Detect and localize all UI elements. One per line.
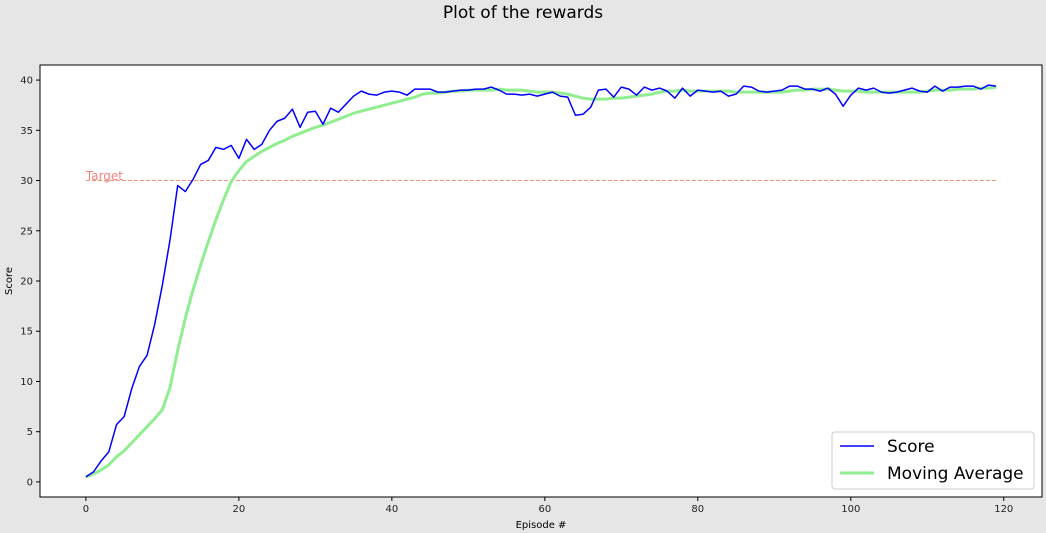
series-group	[85, 84, 997, 479]
y-tick-label: 0	[27, 477, 33, 488]
y-tick-label: 40	[20, 76, 33, 87]
legend-label-score: Score	[887, 437, 935, 457]
y-tick-label: 20	[20, 277, 33, 288]
series-line-score	[85, 84, 997, 478]
y-axis-label: Score	[4, 267, 15, 295]
legend-box	[831, 431, 1035, 490]
x-tick-label: 40	[385, 504, 398, 515]
plot-area	[39, 64, 1043, 498]
legend: Score Moving Average	[831, 431, 1035, 490]
y-tick-label: 15	[20, 327, 33, 338]
y-tick-label: 25	[20, 226, 33, 237]
x-tick-label: 0	[83, 504, 89, 515]
x-axis-ticks: 0 20 40 60 80 100 120	[83, 497, 1013, 515]
y-tick-label: 10	[20, 377, 33, 388]
legend-label-moving-average: Moving Average	[887, 464, 1024, 484]
chart-title: Plot of the rewards	[442, 3, 604, 23]
y-tick-label: 35	[20, 126, 33, 137]
target-reference: Target	[85, 169, 997, 183]
y-tick-label: 30	[20, 176, 33, 187]
x-axis-label: Episode #	[516, 520, 567, 531]
x-tick-label: 80	[691, 504, 704, 515]
y-axis-ticks: 0 5 10 15 20 25 30 35 40	[20, 76, 40, 488]
y-tick-label: 5	[27, 427, 33, 438]
x-tick-label: 60	[538, 504, 551, 515]
series-line-moving-average	[85, 85, 997, 479]
target-label: Target	[85, 169, 123, 183]
x-tick-label: 100	[841, 504, 860, 515]
x-tick-label: 120	[994, 504, 1013, 515]
x-tick-label: 20	[233, 504, 246, 515]
